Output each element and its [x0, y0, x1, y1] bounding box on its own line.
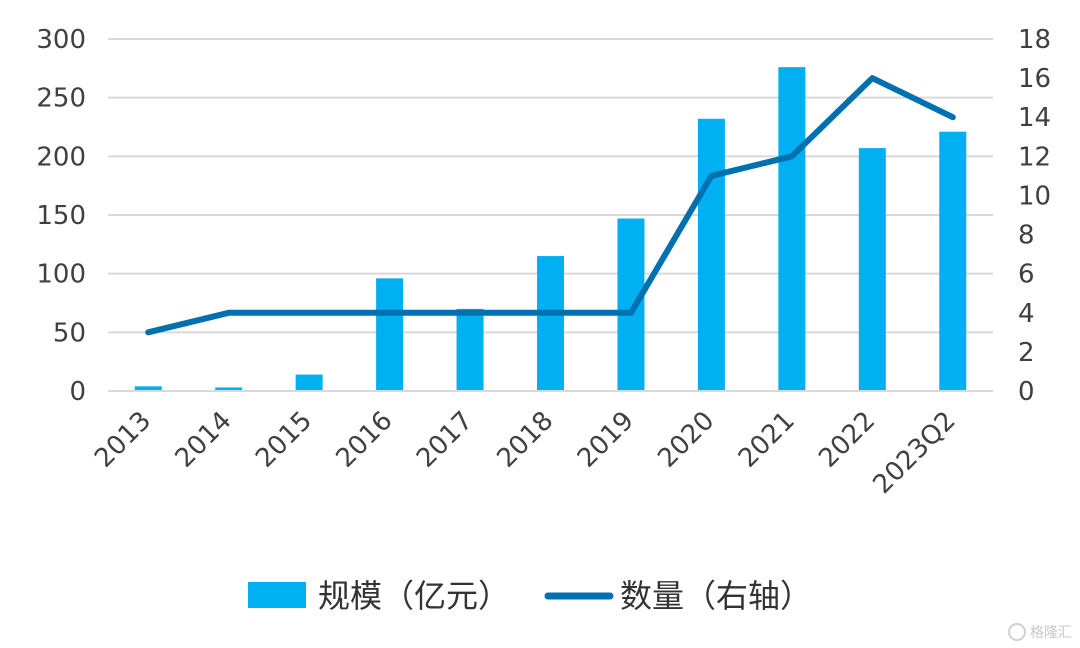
x-tick-label: 2022 — [813, 406, 881, 474]
right-tick-label: 4 — [1018, 299, 1035, 329]
left-axis: 0 50 100 150 200 250 300 — [36, 25, 86, 407]
bar — [456, 308, 484, 391]
left-tick-label: 300 — [36, 25, 86, 55]
bar — [537, 256, 564, 391]
left-tick-label: 200 — [36, 142, 86, 172]
left-tick-label: 0 — [69, 377, 86, 407]
legend-swatch-bar — [248, 582, 306, 608]
right-tick-label: 0 — [1018, 377, 1035, 407]
right-tick-label: 6 — [1018, 260, 1035, 290]
bar — [215, 387, 243, 391]
right-tick-label: 8 — [1018, 221, 1035, 251]
legend: 规模（亿元） 数量（右轴） — [248, 577, 812, 615]
left-tick-label: 50 — [53, 318, 86, 348]
right-tick-label: 14 — [1018, 103, 1051, 133]
gridlines — [108, 38, 993, 334]
x-tick-label: 2023Q2 — [868, 406, 962, 500]
left-tick-label: 150 — [36, 201, 86, 231]
legend-label-bar: 规模（亿元） — [318, 577, 510, 615]
right-tick-label: 2 — [1018, 338, 1035, 368]
watermark-logo-icon — [1008, 623, 1026, 641]
legend-label-line: 数量（右轴） — [620, 577, 812, 615]
x-tick-label: 2020 — [652, 406, 720, 474]
right-axis: 0 2 4 6 8 10 12 14 16 18 — [1018, 25, 1051, 407]
x-tick-label: 2013 — [89, 406, 157, 474]
x-tick-label: 2018 — [491, 406, 559, 474]
bar — [697, 118, 725, 391]
bar — [134, 386, 162, 391]
x-tick-label: 2019 — [572, 406, 640, 474]
x-tick-label: 2021 — [733, 406, 801, 474]
x-tick-label: 2017 — [411, 406, 479, 474]
bar — [617, 218, 645, 391]
x-tick-label: 2016 — [331, 406, 399, 474]
line-series — [145, 75, 956, 336]
right-tick-label: 18 — [1018, 25, 1051, 55]
bar-series — [134, 67, 967, 391]
right-tick-label: 12 — [1018, 142, 1051, 172]
bar — [778, 67, 806, 391]
left-tick-label: 250 — [36, 84, 86, 114]
right-tick-label: 10 — [1018, 181, 1051, 211]
right-tick-label: 16 — [1018, 64, 1051, 94]
bar — [858, 148, 886, 391]
x-axis: 2013 2014 2015 2016 2017 2018 2019 2020 2021 2022… — [89, 406, 962, 500]
bar — [295, 374, 323, 391]
left-tick-label: 100 — [36, 260, 86, 290]
series-line — [145, 75, 956, 336]
bar — [939, 131, 967, 391]
x-tick-label: 2015 — [250, 406, 318, 474]
watermark-text: 格隆汇 — [1030, 625, 1072, 641]
x-tick-label: 2014 — [170, 406, 238, 474]
watermark: 格隆汇 — [1008, 623, 1072, 641]
bar — [376, 278, 404, 391]
